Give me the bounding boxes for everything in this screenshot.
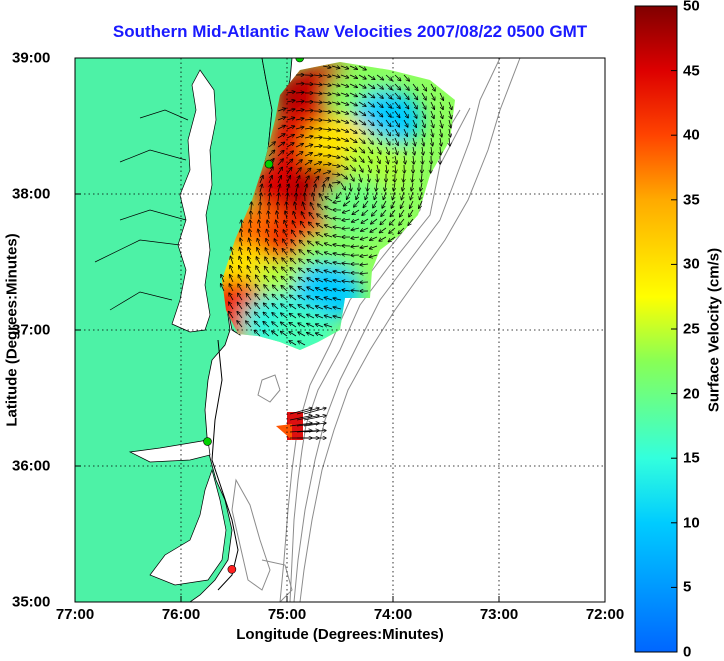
x-tick-label: 76:00: [162, 606, 200, 623]
colorbar-tick-label: 50: [683, 0, 700, 15]
velocity-vector: [377, 174, 378, 182]
colorbar-tick-label: 40: [683, 127, 700, 144]
velocity-vector: [305, 111, 313, 112]
velocity-vector: [314, 102, 322, 103]
velocity-vector: [351, 291, 359, 292]
x-tick-label: 75:00: [268, 606, 306, 623]
radar-station-marker: [265, 160, 273, 168]
x-tick-label: 72:00: [586, 606, 624, 623]
colorbar-tick-label: 45: [683, 62, 700, 79]
y-tick-label: 35:00: [12, 594, 50, 611]
colorbar: [635, 6, 677, 652]
colorbar-tick-label: 5: [683, 579, 691, 596]
x-tick-label: 77:00: [56, 606, 94, 623]
colorbar-tick-label: 30: [683, 256, 700, 273]
colorbar-tick-label: 15: [683, 450, 700, 467]
y-tick-label: 39:00: [12, 50, 50, 67]
colorbar-tick-label: 25: [683, 321, 700, 338]
x-tick-label: 74:00: [374, 606, 412, 623]
x-axis-label: Longitude (Degrees:Minutes): [236, 626, 444, 643]
radar-station-marker: [228, 565, 236, 573]
x-tick-label: 73:00: [480, 606, 518, 623]
velocity-vector: [251, 202, 252, 210]
y-tick-label: 38:00: [12, 186, 50, 203]
radar-station-marker: [204, 438, 212, 446]
colorbar-tick-label: 35: [683, 191, 700, 208]
colorbar-tick-label: 0: [683, 644, 691, 661]
y-tick-label: 36:00: [12, 458, 50, 475]
colorbar-tick-label: 10: [683, 514, 700, 531]
map-title: Southern Mid-Atlantic Raw Velocities 200…: [60, 22, 640, 42]
colorbar-tick-label: 20: [683, 385, 700, 402]
y-axis-label: Latitude (Degrees:Minutes): [4, 233, 21, 426]
colorbar-label: Surface Velocity (cm/s): [706, 248, 723, 412]
